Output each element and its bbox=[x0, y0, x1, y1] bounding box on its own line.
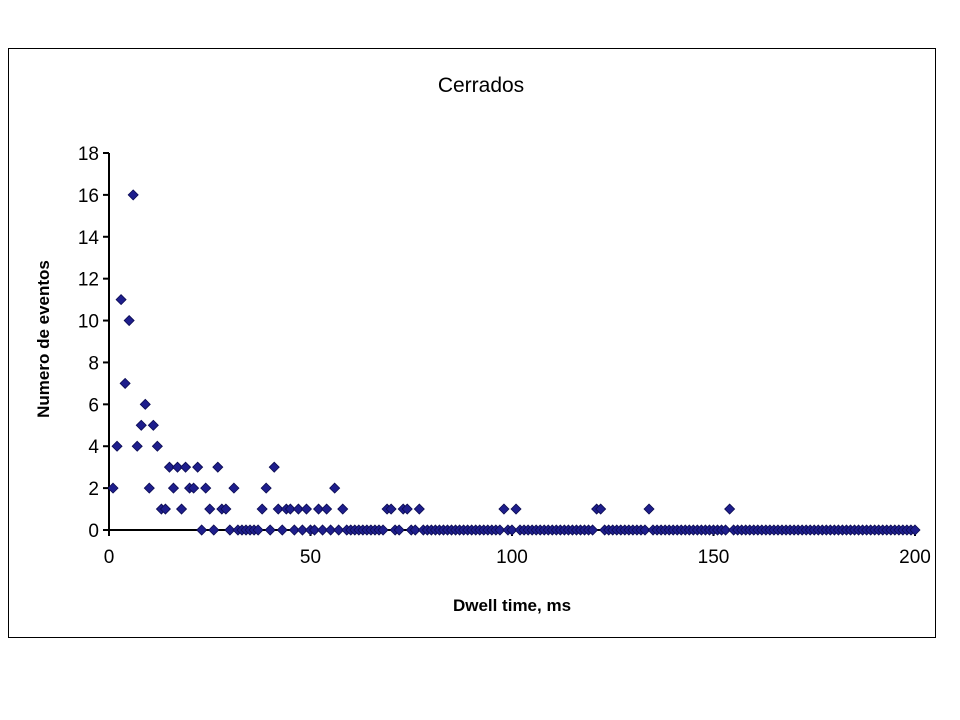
data-point bbox=[413, 503, 425, 515]
y-axis-title-group: Numero de eventos bbox=[34, 260, 53, 418]
data-point bbox=[204, 503, 216, 515]
data-point bbox=[325, 524, 337, 536]
y-tick-label: 4 bbox=[88, 437, 99, 458]
data-point bbox=[510, 503, 522, 515]
x-tick-label: 200 bbox=[899, 547, 931, 568]
data-point bbox=[506, 524, 518, 536]
data-point bbox=[252, 524, 264, 536]
data-point bbox=[321, 503, 333, 515]
scatter-chart: Cerrados Numero de eventos Dwell time, m… bbox=[34, 74, 931, 615]
y-tick-label: 10 bbox=[78, 312, 99, 333]
data-point bbox=[724, 503, 736, 515]
data-point bbox=[401, 503, 413, 515]
y-tick-label: 14 bbox=[78, 228, 100, 249]
data-point bbox=[260, 482, 272, 494]
y-ticks: 0 2 4 6 8 10 12 14 16 18 bbox=[78, 144, 109, 542]
data-point bbox=[587, 524, 599, 536]
data-point bbox=[264, 524, 276, 536]
data-point bbox=[639, 524, 651, 536]
x-axis-title: Dwell time, ms bbox=[453, 596, 571, 615]
data-point bbox=[180, 461, 192, 473]
data-point bbox=[115, 294, 127, 306]
data-point bbox=[123, 314, 135, 327]
data-point bbox=[292, 503, 304, 515]
data-point bbox=[111, 440, 123, 452]
data-point bbox=[595, 503, 607, 515]
data-point bbox=[200, 482, 212, 494]
y-tick-label: 18 bbox=[78, 144, 99, 165]
data-point bbox=[175, 503, 188, 515]
data-point bbox=[284, 503, 296, 515]
y-tick-label: 2 bbox=[88, 479, 99, 500]
axes bbox=[108, 153, 915, 531]
data-point bbox=[276, 524, 288, 536]
data-point bbox=[139, 398, 151, 410]
y-tick-label: 0 bbox=[88, 521, 99, 542]
y-tick-label: 6 bbox=[88, 395, 99, 416]
x-ticks: 0 50 100 150 200 bbox=[104, 530, 931, 568]
data-point bbox=[224, 524, 236, 536]
data-point bbox=[393, 524, 405, 536]
data-point bbox=[268, 461, 280, 473]
data-point bbox=[300, 503, 313, 515]
data-point bbox=[131, 440, 143, 452]
data-point bbox=[212, 461, 224, 473]
data-point bbox=[192, 461, 204, 473]
data-point bbox=[385, 503, 397, 515]
data-point bbox=[333, 524, 345, 536]
data-point bbox=[228, 482, 240, 494]
data-point bbox=[151, 440, 163, 452]
data-point bbox=[909, 524, 921, 536]
data-point bbox=[196, 524, 208, 536]
x-tick-label: 0 bbox=[104, 547, 115, 568]
data-point bbox=[107, 482, 119, 494]
data-point bbox=[329, 482, 341, 494]
data-point bbox=[643, 503, 655, 515]
data-point bbox=[119, 377, 131, 389]
data-point bbox=[272, 503, 284, 515]
data-point bbox=[188, 482, 200, 494]
data-point bbox=[494, 524, 506, 536]
data-point bbox=[143, 482, 155, 494]
data-point bbox=[312, 503, 325, 515]
data-point bbox=[167, 482, 180, 494]
data-point bbox=[147, 419, 159, 431]
data-point bbox=[288, 524, 300, 536]
data-point bbox=[208, 524, 220, 536]
x-tick-label: 100 bbox=[496, 547, 528, 568]
data-point bbox=[127, 189, 139, 201]
y-tick-label: 8 bbox=[88, 353, 99, 374]
data-point bbox=[163, 461, 176, 473]
chart-title: Cerrados bbox=[438, 74, 524, 97]
y-tick-label: 12 bbox=[78, 270, 99, 291]
data-point bbox=[220, 503, 232, 515]
data-point bbox=[171, 461, 184, 473]
x-tick-label: 150 bbox=[698, 547, 730, 568]
x-tick-label: 50 bbox=[300, 547, 321, 568]
data-point bbox=[296, 524, 309, 536]
data-point bbox=[135, 419, 147, 431]
data-point bbox=[498, 503, 510, 515]
data-points bbox=[107, 189, 921, 536]
data-point bbox=[256, 503, 268, 515]
data-point bbox=[377, 524, 389, 536]
data-point bbox=[337, 503, 349, 515]
data-point bbox=[159, 503, 171, 515]
data-point bbox=[317, 524, 329, 536]
data-point bbox=[308, 524, 321, 536]
data-point bbox=[409, 524, 421, 536]
data-point bbox=[720, 524, 732, 536]
chart-frame: Cerrados Numero de eventos Dwell time, m… bbox=[8, 48, 936, 638]
y-tick-label: 16 bbox=[78, 186, 99, 207]
y-axis-title: Numero de eventos bbox=[34, 260, 53, 418]
